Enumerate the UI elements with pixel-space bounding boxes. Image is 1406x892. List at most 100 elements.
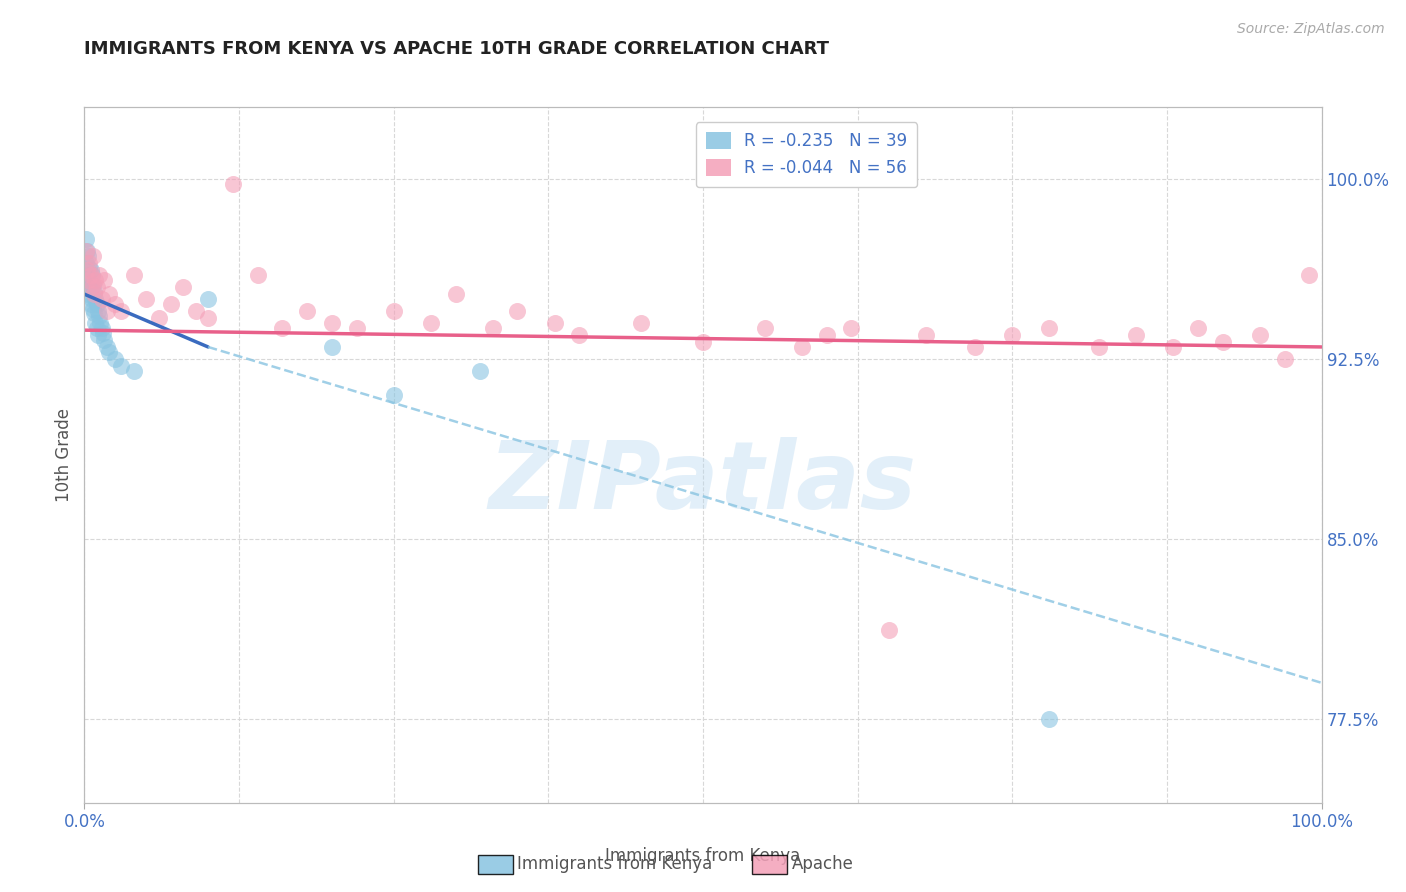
Point [84, 292, 107, 306]
Point [83, 287, 105, 301]
Point [75, 232, 97, 246]
Point [89, 268, 111, 282]
Point [1125, 328, 1147, 343]
Point [90, 292, 112, 306]
Point [90, 320, 112, 334]
Point [965, 340, 987, 354]
Point [1212, 335, 1234, 350]
Point [222, 177, 245, 191]
Point [76, 263, 98, 277]
Text: Immigrants from Kenya: Immigrants from Kenya [517, 855, 713, 873]
Point [1001, 328, 1024, 343]
Point [93, 273, 115, 287]
Point [82, 277, 104, 292]
Point [79, 263, 101, 277]
Point [84, 316, 107, 330]
Point [630, 316, 652, 330]
Text: IMMIGRANTS FROM KENYA VS APACHE 10TH GRADE CORRELATION CHART: IMMIGRANTS FROM KENYA VS APACHE 10TH GRA… [84, 40, 830, 58]
Point [80, 268, 103, 282]
Point [321, 340, 343, 354]
Point [346, 320, 368, 334]
Point [83, 306, 105, 320]
Point [84, 273, 107, 287]
Point [1088, 340, 1111, 354]
Point [86, 280, 108, 294]
Point [77, 273, 100, 287]
Point [1161, 340, 1184, 354]
Point [1249, 328, 1271, 343]
Point [87, 328, 110, 343]
Point [321, 316, 343, 330]
Point [197, 292, 219, 306]
Point [1038, 712, 1060, 726]
Point [481, 320, 503, 334]
Point [86, 297, 108, 311]
Point [87, 304, 110, 318]
Point [86, 320, 108, 334]
Point [93, 333, 115, 347]
Point [110, 359, 132, 373]
Point [79, 260, 101, 275]
Point [148, 311, 170, 326]
Point [77, 249, 100, 263]
Point [568, 328, 591, 343]
Y-axis label: 10th Grade: 10th Grade [55, 408, 73, 502]
Text: Apache: Apache [792, 855, 853, 873]
Point [246, 268, 269, 282]
Point [506, 304, 529, 318]
Text: ZIPatlas: ZIPatlas [489, 437, 917, 529]
Point [104, 297, 127, 311]
Point [79, 256, 101, 270]
Legend: R = -0.235   N = 39, R = -0.044   N = 56: R = -0.235 N = 39, R = -0.044 N = 56 [696, 122, 917, 187]
Point [1298, 268, 1320, 282]
Point [80, 292, 103, 306]
Point [754, 320, 776, 334]
Point [96, 304, 118, 318]
Point [91, 326, 114, 340]
Point [110, 304, 132, 318]
Point [104, 351, 127, 366]
Point [96, 340, 118, 354]
Point [444, 287, 467, 301]
Point [83, 285, 105, 299]
Point [89, 309, 111, 323]
Point [77, 273, 100, 287]
Text: Source: ZipAtlas.com: Source: ZipAtlas.com [1237, 22, 1385, 37]
Point [75, 256, 97, 270]
Point [692, 335, 714, 350]
Point [1274, 351, 1296, 366]
Point [82, 301, 104, 316]
Point [172, 280, 194, 294]
Point [184, 304, 207, 318]
Point [790, 340, 813, 354]
Point [80, 280, 103, 294]
Point [160, 297, 183, 311]
Text: Immigrants from Kenya: Immigrants from Kenya [606, 847, 800, 865]
Point [877, 623, 900, 637]
Point [79, 280, 101, 294]
Point [271, 320, 294, 334]
Point [1038, 320, 1060, 334]
Point [77, 287, 100, 301]
Point [98, 344, 121, 359]
Point [122, 364, 145, 378]
Point [122, 268, 145, 282]
Point [295, 304, 318, 318]
Point [98, 287, 121, 301]
Point [82, 249, 104, 263]
Point [75, 244, 97, 258]
Point [419, 316, 441, 330]
Point [815, 328, 838, 343]
Point [470, 364, 492, 378]
Point [543, 316, 565, 330]
Point [76, 268, 98, 282]
Point [914, 328, 936, 343]
Point [841, 320, 863, 334]
Point [382, 304, 405, 318]
Point [76, 244, 98, 258]
Point [1187, 320, 1209, 334]
Point [79, 297, 101, 311]
Point [197, 311, 219, 326]
Point [135, 292, 157, 306]
Point [79, 268, 101, 282]
